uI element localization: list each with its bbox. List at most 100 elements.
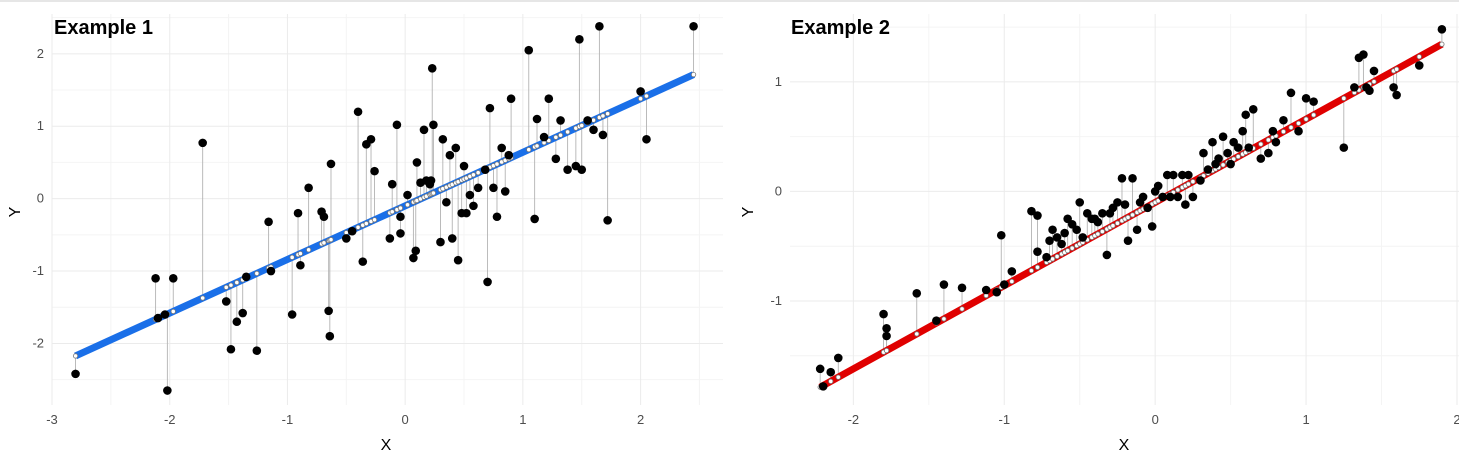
data-point bbox=[595, 22, 604, 31]
fitted-point bbox=[914, 331, 920, 337]
data-point bbox=[1052, 233, 1062, 242]
data-point bbox=[1075, 198, 1085, 207]
chart-panel-example-2: Example 2 X Y -2 -1 0 1 2 -1 0 1 bbox=[735, 0, 1459, 456]
fitted-point bbox=[289, 254, 295, 260]
data-point bbox=[1120, 200, 1130, 209]
data-point bbox=[636, 87, 645, 96]
data-point bbox=[504, 150, 514, 160]
data-point bbox=[241, 272, 251, 282]
fitted-point bbox=[1185, 181, 1191, 187]
data-point bbox=[1033, 247, 1042, 256]
data-point bbox=[341, 234, 351, 243]
y-tick-label: 0 bbox=[37, 191, 44, 206]
data-point bbox=[1027, 206, 1036, 216]
data-point bbox=[198, 138, 207, 148]
data-point bbox=[1123, 236, 1133, 246]
fitted-point bbox=[475, 170, 481, 176]
y-tick-label: 0 bbox=[775, 183, 782, 198]
data-point bbox=[436, 237, 445, 247]
grid bbox=[51, 14, 723, 405]
data-point bbox=[445, 150, 455, 160]
top-border bbox=[0, 0, 1459, 2]
data-point bbox=[1208, 137, 1217, 147]
data-point bbox=[826, 367, 836, 377]
data-point bbox=[1392, 90, 1401, 100]
data-point bbox=[396, 229, 405, 238]
y-tick-label: 2 bbox=[37, 46, 44, 61]
data-point bbox=[1033, 211, 1042, 220]
data-point bbox=[1113, 198, 1122, 207]
data-point bbox=[882, 331, 891, 341]
y-tick-label: -1 bbox=[32, 263, 44, 278]
fitted-point bbox=[690, 72, 697, 78]
data-point bbox=[1168, 170, 1178, 180]
fitted-point bbox=[637, 96, 644, 102]
data-point bbox=[577, 165, 587, 174]
y-tick-label: 1 bbox=[37, 118, 44, 133]
data-point bbox=[163, 386, 172, 395]
fitted-point bbox=[321, 240, 327, 246]
data-point bbox=[500, 187, 510, 196]
data-point bbox=[1301, 94, 1311, 103]
data-point bbox=[996, 230, 1006, 240]
fitted-point bbox=[355, 224, 361, 230]
fitted-point bbox=[254, 270, 260, 276]
data-point bbox=[168, 273, 178, 283]
data-point bbox=[287, 310, 297, 319]
data-point bbox=[1226, 159, 1235, 169]
data-point bbox=[506, 94, 516, 104]
fitted-point bbox=[234, 279, 240, 286]
data-point bbox=[264, 217, 273, 227]
data-point bbox=[252, 346, 262, 355]
data-point bbox=[1414, 61, 1424, 70]
fitted-point bbox=[297, 250, 303, 257]
data-points bbox=[815, 25, 1447, 391]
data-point bbox=[480, 165, 490, 174]
data-point bbox=[387, 179, 397, 189]
fitted-point bbox=[835, 374, 841, 380]
fitted-point bbox=[1235, 154, 1241, 160]
data-point bbox=[556, 116, 565, 125]
fitted-point bbox=[1190, 178, 1196, 185]
fitted-point bbox=[1049, 256, 1056, 262]
data-point bbox=[833, 353, 843, 363]
data-point bbox=[932, 316, 941, 325]
fitted-point bbox=[363, 220, 369, 227]
data-point bbox=[1153, 181, 1163, 191]
data-point bbox=[1241, 110, 1251, 120]
fitted-point bbox=[941, 316, 947, 322]
x-tick-label: 2 bbox=[637, 412, 644, 427]
fitted-point bbox=[1311, 112, 1317, 118]
x-axis-label: X bbox=[1119, 437, 1130, 454]
fitted-point bbox=[1303, 116, 1309, 122]
data-point bbox=[539, 132, 549, 142]
data-point bbox=[358, 257, 368, 266]
data-point bbox=[238, 308, 248, 318]
fitted-point bbox=[1341, 95, 1347, 101]
data-point bbox=[1117, 173, 1127, 183]
data-point bbox=[1143, 203, 1152, 213]
data-point bbox=[438, 134, 448, 144]
fitted-point bbox=[534, 143, 540, 149]
fitted-point bbox=[1220, 162, 1226, 168]
data-point bbox=[1268, 126, 1278, 136]
fitted-point bbox=[590, 117, 597, 123]
fitted-point bbox=[1129, 212, 1136, 218]
chart-title: Example 1 bbox=[54, 17, 153, 39]
data-point bbox=[485, 103, 495, 113]
data-point bbox=[1093, 217, 1103, 227]
chart-svg-example-1: Example 1 X Y -3 -2 -1 0 1 2 -2 -1 0 1 2 bbox=[7, 14, 723, 454]
data-point bbox=[1048, 225, 1057, 235]
x-tick-label: 0 bbox=[1152, 412, 1159, 427]
data-point bbox=[385, 234, 395, 243]
fitted-point bbox=[1175, 187, 1181, 193]
data-point bbox=[551, 154, 561, 164]
fitted-point bbox=[1034, 264, 1041, 270]
data-point bbox=[266, 266, 276, 276]
y-tick-label: 1 bbox=[775, 74, 782, 89]
data-point bbox=[429, 120, 438, 130]
data-point bbox=[1045, 236, 1054, 246]
data-point bbox=[304, 183, 313, 193]
data-point bbox=[442, 197, 451, 207]
data-point bbox=[992, 287, 1002, 297]
